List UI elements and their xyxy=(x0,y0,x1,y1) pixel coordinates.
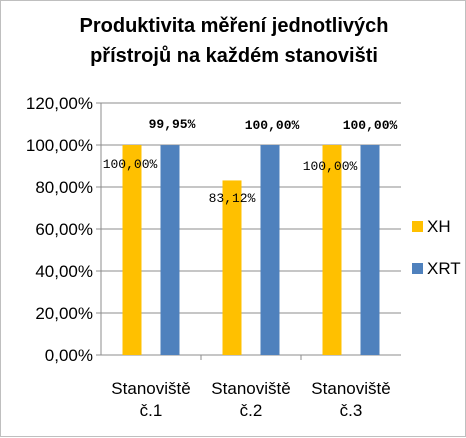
y-tick-label: 100,00% xyxy=(26,136,93,155)
x-category-label: Stanoviště xyxy=(311,379,390,398)
bar-xrt xyxy=(360,145,380,355)
x-category-label: č.3 xyxy=(340,401,363,420)
y-tick-label: 0,00% xyxy=(45,346,93,365)
y-tick-label: 40,00% xyxy=(35,262,93,281)
chart-title-line: přístrojů na každém stanovišti xyxy=(90,45,378,67)
data-label-xrt: 100,00% xyxy=(245,118,300,133)
bar-xh xyxy=(122,145,142,355)
data-label-xh: 100,00% xyxy=(103,157,158,172)
legend-label-xrt: XRT xyxy=(427,259,461,278)
x-category-label: Stanoviště xyxy=(211,379,290,398)
y-tick-label: 20,00% xyxy=(35,304,93,323)
bar-xh xyxy=(222,180,242,355)
legend-label-xh: XH xyxy=(427,217,451,236)
y-tick-label: 60,00% xyxy=(35,220,93,239)
bar-xh xyxy=(322,145,342,355)
bar-xrt xyxy=(160,145,180,355)
y-tick-label: 120,00% xyxy=(26,94,93,113)
legend-swatch-xrt xyxy=(412,263,423,274)
x-category-label: č.2 xyxy=(240,401,263,420)
bar-xrt xyxy=(260,145,280,355)
data-label-xrt: 100,00% xyxy=(343,118,398,133)
y-tick-label: 80,00% xyxy=(35,178,93,197)
x-category-label: č.1 xyxy=(140,401,163,420)
chart-title-line: Produktivita měření jednotlivých xyxy=(80,15,389,37)
data-label-xrt: 99,95% xyxy=(149,117,196,132)
data-label-xh: 83,12% xyxy=(209,191,256,206)
data-label-xh: 100,00% xyxy=(303,159,358,174)
legend-swatch-xh xyxy=(412,221,423,232)
x-category-label: Stanoviště xyxy=(111,379,190,398)
